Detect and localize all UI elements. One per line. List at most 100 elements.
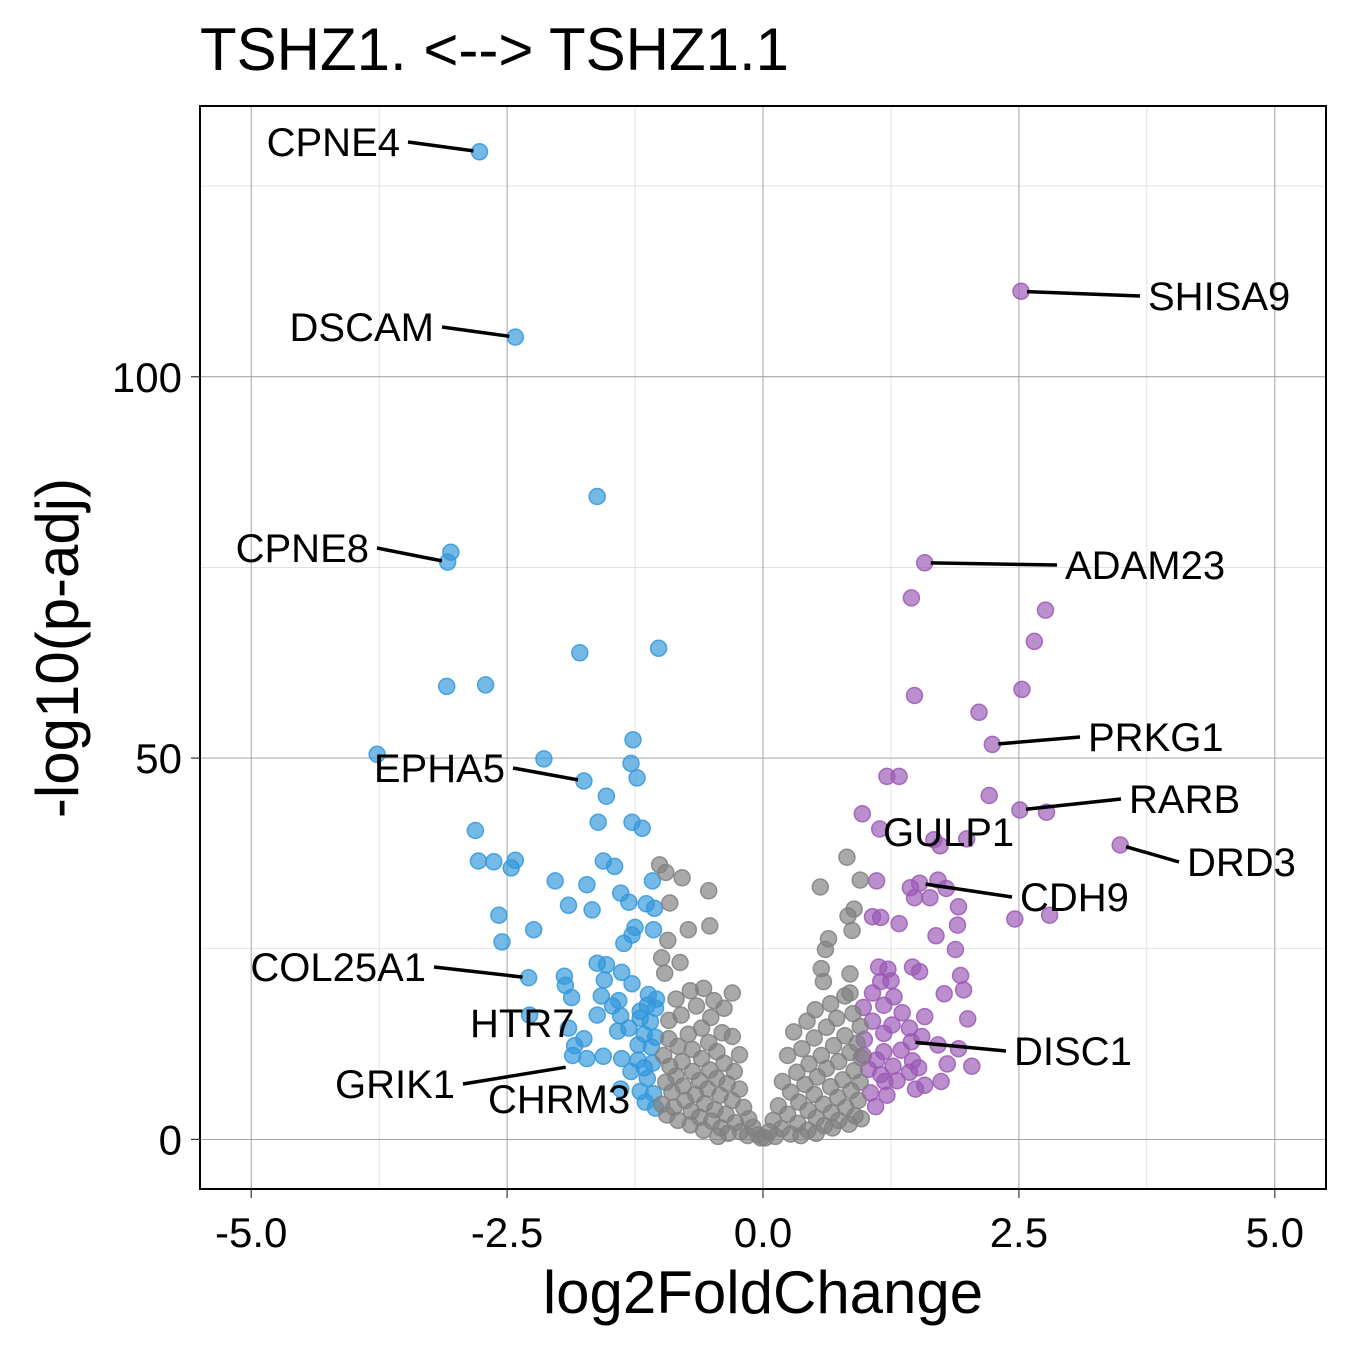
data-point-ns [701,917,719,935]
data-point-ns [667,990,685,1008]
label-leader-lines [376,140,1180,1086]
leader-line [1026,289,1141,298]
data-point-up [871,908,890,927]
data-point-ns [687,997,706,1015]
data-point-down [562,988,581,1007]
y-tick-label: 100 [112,354,182,401]
data-point-down [597,956,616,974]
data-point-ns [811,878,830,896]
data-point-down [594,1047,613,1066]
data-point-ns [839,907,857,925]
data-point-ns [660,1011,678,1030]
data-point-up [890,914,908,933]
data-point-ns [715,999,733,1017]
leader-line [1125,845,1180,864]
data-point-down [470,143,489,161]
data-point-down [571,644,589,662]
data-point-down [559,896,578,915]
data-point-ns [817,1018,836,1037]
data-point-ns [699,882,718,900]
data-point-up [902,589,921,607]
data-point-up [900,1063,919,1082]
data-point-ns [841,965,859,983]
data-point-ns [694,979,713,998]
data-point-ns [756,1129,774,1147]
gene-label: CPNE8 [236,527,369,571]
data-point-up [980,786,998,805]
grid-lines [200,106,1326,1189]
data-point-up [931,837,949,855]
data-point-down [490,906,508,924]
leader-line [915,1040,1007,1053]
x-tick-label: 0.0 [734,1209,792,1256]
y-tick-label: 50 [135,735,182,782]
data-point-down [437,677,456,696]
data-point-ns [851,871,869,889]
data-point-ns [814,972,833,991]
data-point-ns [805,1029,823,1047]
data-point-down [649,639,668,658]
data-point-ns [673,869,691,887]
data-point-up [951,966,970,985]
gene-label: EPHA5 [374,747,505,791]
data-point-up [935,985,953,1003]
gene-label: HTR7 [470,1002,574,1046]
data-point-down [644,920,663,939]
chart-title: TSHZ1. <--> TSHZ1.1 [200,16,789,83]
data-point-up [921,888,939,907]
data-point-ns [723,1027,742,1046]
data-point-up [875,996,893,1014]
data-point-down [622,1062,640,1081]
leader-line [433,965,523,979]
data-point-up [957,830,976,848]
gene-label: COL25A1 [250,946,426,990]
data-point-up [983,735,1002,754]
data-point-down [524,920,543,939]
data-point-up [893,1004,911,1022]
data-point-up [878,1086,896,1104]
data-point-ns [793,1039,811,1058]
x-tick-label: -5.0 [215,1209,287,1256]
x-tick-label: -2.5 [471,1209,543,1256]
data-point-up [1013,680,1031,699]
data-point-ns [661,894,679,912]
data-point-ns [852,1049,871,1067]
data-point-down [368,745,386,764]
y-tick-label: 0 [159,1116,182,1163]
data-point-up [938,1055,957,1073]
data-point-ns [655,964,674,982]
data-point-up [954,981,973,999]
data-point-down [520,1006,539,1024]
data-point-ns [709,1127,727,1146]
leader-line [407,140,474,153]
data-point-down [611,1080,630,1098]
leader-line [462,1065,566,1086]
leader-line [998,735,1081,746]
data-point-up [910,874,929,892]
data-point-ns [838,848,856,866]
data-point-ns [851,1017,869,1036]
data-point-down [578,875,596,894]
data-point-down [615,934,633,953]
gene-label: PRKG1 [1088,716,1224,760]
data-point-down [485,853,503,871]
data-point-ns [723,984,742,1002]
data-point-ns [824,1036,843,1055]
gene-labels: CPNE4 DSCAM CPNE8 EPHA5 COL25A1 HTR7 GRIK1 CHRM… [236,121,1296,1122]
data-point-down [546,872,564,890]
data-point-up [888,1071,906,1090]
data-point-up [946,940,965,959]
data-point-up [853,805,872,823]
data-point-up [1040,906,1059,924]
data-point-ns [657,863,675,882]
gene-label: CDH9 [1020,876,1129,920]
data-point-down [597,787,616,805]
gene-label: GRIK1 [335,1063,455,1107]
data-point-down [612,963,631,982]
x-axis-ticks: -5.0 -2.5 0.0 2.5 5.0 [215,1189,1304,1256]
data-point-down [608,1022,627,1040]
data-point-down [563,1046,582,1065]
data-point-ns [669,1037,687,1056]
data-point-down [592,987,611,1005]
data-point-up [915,1007,934,1026]
